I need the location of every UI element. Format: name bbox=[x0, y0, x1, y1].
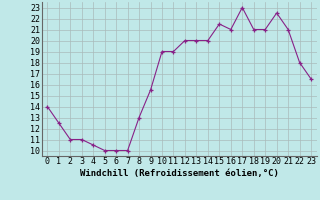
X-axis label: Windchill (Refroidissement éolien,°C): Windchill (Refroidissement éolien,°C) bbox=[80, 169, 279, 178]
